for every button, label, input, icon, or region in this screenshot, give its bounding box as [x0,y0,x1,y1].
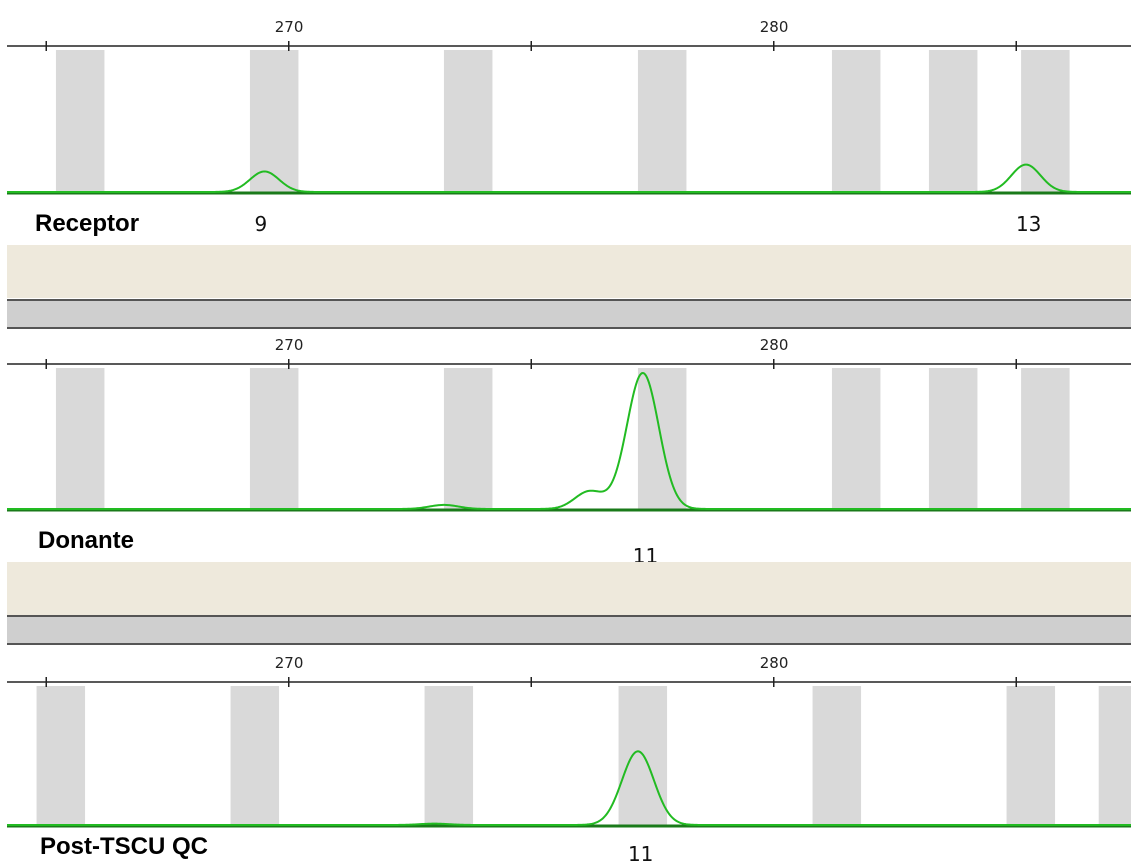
x-tick-label: 280 [760,654,789,672]
allele-bin [1021,368,1070,510]
allele-call-label: 11 [627,842,654,866]
allele-bin [36,686,86,826]
electropherogram-panel-3: 270 280 Post-TSCU QC 11 [0,646,1131,866]
sample-label: Donante [38,527,134,554]
separator-bar-2 [7,615,1131,645]
allele-bin [230,686,280,826]
electropherogram-plot-3: 270 280 [7,654,1131,828]
allele-bin [424,686,474,826]
sample-label: Receptor [35,210,140,237]
allele-bin [637,50,687,193]
allele-bin [831,368,881,510]
separator-bar-1 [7,299,1131,329]
sample-label: Post-TSCU QC [40,833,208,860]
allele-bin [1021,50,1070,193]
allele-bin [928,368,978,510]
allele-bin [55,368,105,510]
electropherogram-panel-1: 270 280 Receptor 9 13 [0,0,1131,245]
allele-bin [1006,686,1056,826]
x-tick-label: 280 [760,336,789,354]
allele-bin [249,368,299,510]
electropherogram-plot-1: 270 280 [7,18,1131,195]
allele-bin [249,50,299,193]
electropherogram-panel-2: 270 280 Donante 11 [0,330,1131,568]
separator-band-1 [7,245,1131,298]
signal-trace [7,750,1131,826]
separator-band-2 [7,562,1131,615]
allele-bin [928,50,978,193]
x-tick-label: 280 [760,18,789,36]
allele-bin [831,50,881,193]
x-tick-label: 270 [275,18,304,36]
signal-trace [7,163,1131,193]
allele-bin [812,686,862,826]
allele-bin [443,50,493,193]
allele-bin [1098,686,1131,826]
x-tick-label: 270 [275,336,304,354]
allele-bin [55,50,105,193]
allele-bin [443,368,493,510]
electropherogram-plot-2: 270 280 [7,336,1131,512]
allele-call-label: 9 [254,212,268,236]
signal-trace [7,371,1131,510]
x-tick-label: 270 [275,654,304,672]
allele-call-label: 13 [1015,212,1042,236]
